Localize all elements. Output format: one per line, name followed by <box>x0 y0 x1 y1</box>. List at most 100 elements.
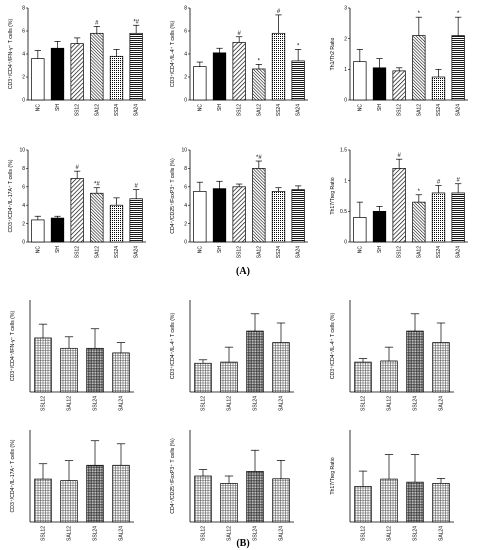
x-tick-label: SSL24 <box>413 396 419 411</box>
x-tick-label: SSL24 <box>253 526 259 541</box>
y-axis-label: CD4⁺/CD25⁺/FoxP3⁺ T cells (%) <box>170 438 176 514</box>
x-tick-label: SAL12 <box>67 396 73 411</box>
bar <box>34 478 52 523</box>
x-tick-label: SSL12 <box>361 526 367 541</box>
significance-mark: * <box>457 11 460 17</box>
x-tick-label: SH <box>377 104 383 111</box>
x-tick-label: SH <box>55 246 61 253</box>
bar <box>212 52 227 101</box>
bar <box>60 347 78 393</box>
bar <box>406 330 424 393</box>
chart-11: CD4⁺/CD25⁺/FoxP3⁺ T cells (%) SSL12 SAL12 S… <box>170 430 294 541</box>
x-tick-label: NC <box>35 104 41 112</box>
bar <box>392 70 406 101</box>
x-tick-label: SS24 <box>114 104 120 116</box>
significance-mark: * <box>418 11 421 17</box>
y-axis-label: Th1/Th2 Ratio <box>330 37 336 70</box>
x-tick-label: SAL24 <box>439 396 445 411</box>
bar <box>193 191 207 243</box>
x-tick-label: SH <box>377 246 383 253</box>
bar <box>451 192 465 243</box>
x-tick-label: SS12 <box>237 104 243 116</box>
bar <box>70 178 84 243</box>
x-tick-label: SSL12 <box>201 526 207 541</box>
chart-6: 0 0.5 1 1.5 Th17/Treg Ratio NC SH # SS12 * SA12 # SS… <box>330 148 468 258</box>
y-axis-label: CD3⁺/CD4⁺/IL-4⁺ T cells (%) <box>170 20 176 87</box>
bar <box>86 347 104 393</box>
bar <box>129 198 143 243</box>
y-tick-label: 1 <box>344 178 347 184</box>
x-tick-label: SA12 <box>416 104 422 116</box>
y-tick-label: 6 <box>22 185 25 191</box>
bar <box>291 60 305 101</box>
x-tick-label: SAL24 <box>439 526 445 541</box>
x-tick-label: SA12 <box>416 246 422 258</box>
bar <box>271 191 286 243</box>
x-tick-label: SSL12 <box>361 396 367 411</box>
bar <box>431 76 446 101</box>
bar <box>109 55 124 101</box>
x-tick-label: SA12 <box>94 104 100 116</box>
bar <box>112 464 130 523</box>
bar <box>109 204 124 243</box>
y-tick-label: 6 <box>184 29 187 35</box>
y-tick-label: 0 <box>22 98 25 104</box>
y-tick-label: 4 <box>184 203 187 209</box>
y-tick-label: 2 <box>22 221 25 227</box>
panel-label-a: (A) <box>236 266 250 277</box>
x-tick-label: SSL12 <box>41 396 47 411</box>
x-tick-label: SAL12 <box>387 526 393 541</box>
x-tick-label: SAL12 <box>67 526 73 541</box>
x-tick-label: NC <box>197 246 203 254</box>
bar <box>372 210 387 243</box>
y-tick-label: 0 <box>22 240 25 246</box>
y-tick-label: 0 <box>344 240 347 246</box>
significance-mark: # <box>237 31 241 37</box>
chart-12: Th17/Treg Ratio SSL12 SAL12 SSL24 SAL24 <box>330 430 454 541</box>
x-tick-label: SAL24 <box>119 526 125 541</box>
significance-mark: *# <box>256 155 262 161</box>
chart-8: CD3⁺/CD4⁺/IL-4⁺ T cells (%) SSL12 SAL12 SSL… <box>170 300 294 411</box>
x-tick-label: SA12 <box>256 104 262 116</box>
x-tick-label: SA24 <box>134 246 140 258</box>
x-tick-label: SA24 <box>296 104 302 116</box>
chart-4: 0 2 4 6 8 10 CD3⁺/CD4⁺/IL-17A⁺ T cells (%) NC SH… <box>8 148 146 258</box>
y-tick-label: 8 <box>184 6 187 12</box>
y-tick-label: 0 <box>344 98 347 104</box>
y-axis-label: CD3⁺/CD4⁺/IL-4⁺ T cells (%) <box>170 312 176 379</box>
x-tick-label: SAL24 <box>279 526 285 541</box>
bar <box>271 32 286 101</box>
x-tick-label: NC <box>357 104 363 112</box>
bar <box>220 483 238 523</box>
y-axis-label: CD3⁺/CD4⁺/IL-4⁺ T cells (%) <box>330 312 336 379</box>
y-tick-label: 2 <box>184 75 187 81</box>
chart-7: CD3⁺/CD4⁺/IFN-γ⁺ T cells (%) SSL12 SAL12 SS… <box>10 300 134 411</box>
bar <box>34 337 52 393</box>
bar <box>129 32 143 101</box>
significance-mark: # <box>95 20 99 26</box>
bar <box>246 330 264 393</box>
chart-10: CD3⁺/CD4⁺/IL-17A⁺ T cells (%) SSL12 SAL12 S… <box>10 430 134 541</box>
bar <box>31 58 45 101</box>
y-tick-label: 2 <box>344 36 347 42</box>
bar <box>380 360 398 393</box>
bar <box>212 188 227 243</box>
y-tick-label: 6 <box>184 185 187 191</box>
y-tick-label: 10 <box>19 148 25 154</box>
bar <box>194 475 212 523</box>
x-tick-label: SS24 <box>436 104 442 116</box>
bar <box>432 483 450 523</box>
bar <box>112 352 130 393</box>
significance-mark: * <box>297 43 300 49</box>
chart-3: 0 1 2 3 Th1/Th2 Ratio NC SH SS12 * SA12 SS24 * SA24 <box>330 6 468 116</box>
significance-mark: # <box>134 184 138 190</box>
bar <box>354 361 372 393</box>
significance-mark: # <box>277 9 281 15</box>
x-tick-label: SS24 <box>436 246 442 258</box>
x-tick-label: SS24 <box>114 246 120 258</box>
y-tick-label: 4 <box>184 52 187 58</box>
bar <box>246 471 264 523</box>
y-axis-label: CD4⁺/CD25⁺/FoxP3⁺ T cells (%) <box>170 158 176 234</box>
x-tick-label: SAL12 <box>387 396 393 411</box>
